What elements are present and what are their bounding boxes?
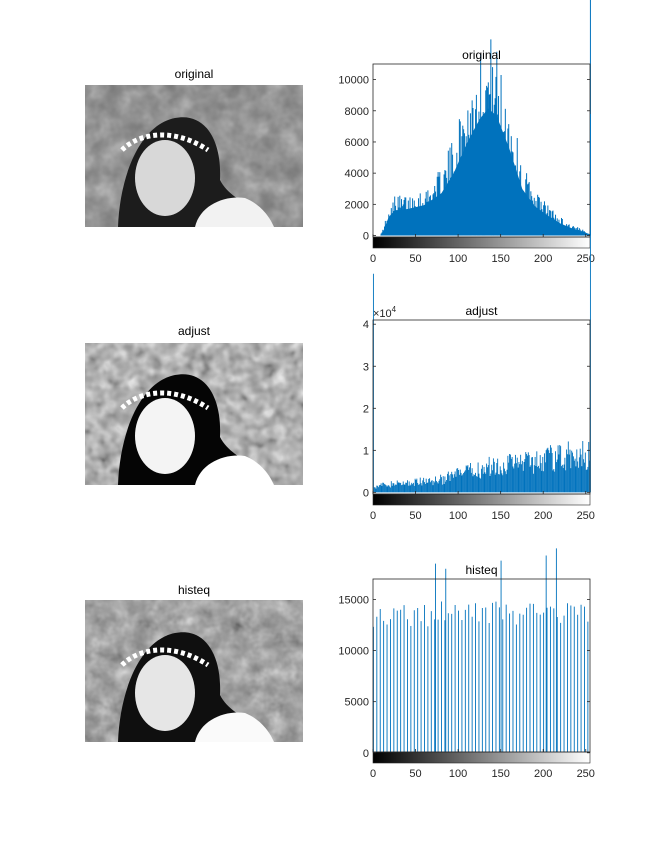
x-tick-label: 0 [370,768,376,780]
x-tick-label: 50 [409,510,421,522]
histogram-bars [372,113,591,493]
x-tick-label: 50 [409,253,421,265]
histogram-bars [372,548,589,753]
y-tick-label: 0 [363,748,369,760]
y-tick-label: 1 [363,445,369,457]
y-tick-label: 0 [363,487,369,499]
x-tick-label: 150 [491,253,509,265]
x-tick-label: 50 [409,768,421,780]
x-tick-label: 150 [491,768,509,780]
y-tick-label: 6000 [345,137,369,149]
x-tick-label: 100 [449,253,467,265]
x-tick-label: 100 [449,768,467,780]
y-tick-label: 3 [363,361,369,373]
image-title-original: original [175,67,214,81]
gray-colorbar [372,236,591,249]
y-tick-label: 15000 [338,594,369,606]
y-tick-label: 5000 [345,697,369,709]
x-tick-label: 150 [491,510,509,522]
histogram-bars [373,0,591,236]
photo-adjust [85,343,303,485]
x-tick-label: 200 [534,253,552,265]
y-tick-label: 0 [363,231,369,243]
x-tick-label: 200 [534,510,552,522]
histogram-histeq: histeq 0 5000 10000 15000 0 50 100 150 200 250 [338,548,595,780]
x-tick-label: 0 [370,253,376,265]
axes-box [372,578,591,753]
histogram-title: histeq [465,563,497,577]
image-title-histeq: histeq [178,583,210,597]
y-tick-label: 10000 [338,75,369,87]
y-tick-label: 4000 [345,168,369,180]
histogram-original: original 0 2000 4000 6000 8000 10000 0 50 100 150 2… [338,0,595,265]
y-exponent-label: ×104 [373,305,397,320]
gray-colorbar [372,751,591,764]
panel-histeq: histeq [85,583,303,742]
image-title-adjust: adjust [178,324,211,338]
y-tick-label: 2000 [345,199,369,211]
photo-original [85,85,303,227]
histogram-title: original [462,48,501,62]
axes-box [372,319,591,495]
x-tick-label: 0 [370,510,376,522]
panel-original: original [85,67,303,227]
x-tick-label: 200 [534,768,552,780]
histogram-adjust: adjust 0 1 2 3 4 0 50 100 150 200 250 ×104 [363,113,595,522]
x-tick-label: 250 [577,768,595,780]
histogram-area [373,108,591,236]
photo-histeq [85,600,303,742]
y-tick-label: 4 [363,319,369,331]
y-tick-label: 10000 [338,646,369,658]
x-tick-label: 250 [577,510,595,522]
panel-adjust: adjust [85,324,303,485]
y-exponent-power: 4 [392,305,397,314]
gray-colorbar [372,493,591,506]
y-tick-label: 2 [363,403,369,415]
x-tick-label: 250 [577,253,595,265]
x-tick-label: 100 [449,510,467,522]
histogram-title: adjust [465,304,498,318]
y-tick-label: 8000 [345,106,369,118]
